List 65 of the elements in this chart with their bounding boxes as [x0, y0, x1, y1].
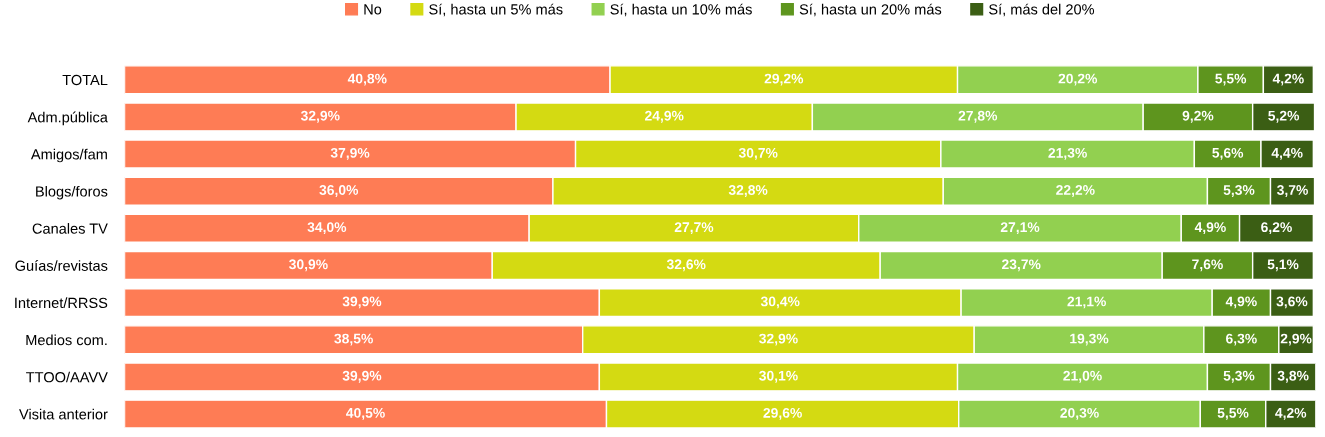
- legend-label: Sí, hasta un 20% más: [799, 3, 942, 17]
- data-label: 3,6%: [1276, 296, 1308, 309]
- data-label: 30,1%: [759, 370, 798, 383]
- data-label: 5,2%: [1268, 110, 1300, 123]
- data-label: 36,0%: [319, 185, 359, 197]
- data-label: 5,5%: [1217, 407, 1249, 420]
- data-label: 30,9%: [289, 259, 328, 272]
- data-label: 5,5%: [1215, 73, 1247, 86]
- data-label: 21,1%: [1067, 296, 1106, 309]
- data-label: 3,7%: [1277, 185, 1308, 197]
- data-label: 7,6%: [1192, 259, 1223, 272]
- y-tick-label: Blogs/foros: [36, 185, 108, 200]
- data-label: 19,3%: [1070, 333, 1109, 346]
- data-label: 3,8%: [1277, 370, 1309, 383]
- data-label: 6,2%: [1261, 222, 1292, 235]
- data-label: 9,2%: [1182, 110, 1214, 123]
- data-label: 21,3%: [1048, 147, 1087, 160]
- y-tick-label: Medios com.: [26, 334, 107, 346]
- legend-label: Sí, más del 20%: [989, 3, 1095, 17]
- data-label: 20,3%: [1060, 407, 1099, 420]
- data-label: 5,1%: [1267, 259, 1299, 272]
- data-label: 6,3%: [1226, 333, 1257, 346]
- data-label: 27,7%: [674, 222, 714, 235]
- data-label: 38,5%: [334, 333, 373, 346]
- data-label: 40,5%: [346, 407, 385, 420]
- data-label: 4,4%: [1271, 147, 1303, 160]
- data-label: 4,2%: [1272, 73, 1304, 86]
- legend-label: No: [364, 4, 382, 15]
- data-label: 5,3%: [1223, 185, 1255, 197]
- data-label: 5,3%: [1223, 370, 1255, 383]
- data-label: 4,2%: [1275, 407, 1307, 420]
- data-label: 27,1%: [1000, 222, 1040, 235]
- data-label: 29,2%: [764, 73, 804, 86]
- data-label: 21,0%: [1063, 370, 1102, 383]
- y-tick-label: TOTAL: [62, 74, 108, 86]
- data-label: 4,9%: [1194, 222, 1226, 235]
- data-label: 32,6%: [666, 259, 706, 272]
- y-tick-label: Amigos/fam: [30, 148, 107, 163]
- data-label: 2,9%: [1280, 333, 1312, 346]
- data-label: 24,9%: [645, 110, 684, 123]
- data-label: 30,4%: [760, 296, 800, 309]
- legend-label: Sí, hasta un 5% más: [429, 3, 563, 17]
- y-tick-label: Visita anterior: [19, 408, 108, 420]
- data-label: 5,6%: [1212, 147, 1244, 160]
- data-label: 27,8%: [958, 110, 998, 123]
- data-label: 32,9%: [300, 110, 340, 123]
- y-tick-label: Canales TV: [32, 223, 108, 234]
- data-label: 32,9%: [759, 333, 798, 346]
- data-label: 23,7%: [1002, 259, 1041, 272]
- data-label: 39,9%: [342, 296, 382, 309]
- data-label: 34,0%: [307, 222, 347, 235]
- data-label: 39,9%: [342, 370, 382, 383]
- data-label: 29,6%: [763, 407, 802, 420]
- data-label: 37,9%: [330, 147, 370, 160]
- data-label: 32,8%: [728, 185, 768, 197]
- data-label: 4,9%: [1225, 296, 1257, 309]
- data-label: 20,2%: [1058, 73, 1098, 86]
- y-tick-label: Guías/revistas: [15, 260, 108, 271]
- legend-label: Sí, hasta un 10% más: [610, 3, 752, 17]
- y-tick-label: Internet/RRSS: [15, 297, 108, 309]
- y-tick-label: Adm.pública: [27, 111, 108, 126]
- data-label: 40,8%: [347, 73, 387, 86]
- data-label: 30,7%: [738, 147, 778, 160]
- data-label: 22,2%: [1056, 185, 1095, 197]
- y-tick-label: TTOO/AAVV: [26, 371, 108, 383]
